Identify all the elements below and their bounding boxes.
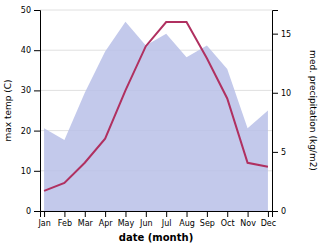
- x-tick: Mar: [78, 211, 94, 228]
- y-tick: 40: [21, 46, 40, 55]
- y-axis-line: [34, 11, 41, 212]
- x-axis-line: [41, 212, 273, 218]
- x-axis-title: date (month): [119, 232, 193, 243]
- x-tick-label: Feb: [58, 219, 72, 228]
- x-tick-mark: [207, 211, 208, 217]
- area: [44, 22, 268, 211]
- y-tick-mark: [34, 50, 40, 51]
- chart: Jan Feb Mar Apr May Jun Jul Aug Sep Oct Nov Dec 0 10 2…: [0, 0, 318, 247]
- grid: [40, 10, 272, 211]
- x-tick-mark: [85, 211, 86, 217]
- y2-tick-label: 15: [281, 30, 291, 39]
- x-tick-label: Aug: [179, 219, 195, 228]
- x-tick: Jan: [37, 211, 50, 228]
- y2-tick-mark: [272, 152, 278, 153]
- y-tick: 30: [21, 86, 40, 95]
- y2-tick-mark: [272, 34, 278, 35]
- y2-tick: 0: [272, 207, 286, 216]
- y2-tick-label: 5: [281, 148, 286, 157]
- x-tick-mark: [125, 211, 126, 217]
- y2-tick: 10: [272, 89, 291, 98]
- x-tick-mark: [64, 211, 65, 217]
- x-tick-mark: [268, 211, 269, 217]
- y-tick-mark: [34, 90, 40, 91]
- y-tick: 20: [21, 127, 40, 136]
- y-tick-mark: [34, 10, 40, 11]
- marks: [44, 22, 268, 211]
- x-tick: May: [118, 211, 135, 228]
- x-tick-mark: [248, 211, 249, 217]
- y-tick-mark: [34, 131, 40, 132]
- y-tick: 0: [26, 207, 40, 216]
- x-tick: Nov: [240, 211, 256, 228]
- y2-axis-title: med. precipitation (kg/m2): [308, 50, 318, 171]
- y2-tick: 15: [272, 30, 291, 39]
- y2-tick-label: 10: [281, 89, 291, 98]
- x-tick-mark: [166, 211, 167, 217]
- y2-tick-mark: [272, 211, 278, 212]
- y2-tick-label: 0: [281, 207, 286, 216]
- x-tick: Sep: [200, 211, 215, 228]
- y-tick-label: 30: [21, 86, 31, 95]
- x-tick: Feb: [58, 211, 72, 228]
- x-tick-label: Jun: [139, 219, 153, 228]
- y-tick: 10: [21, 167, 40, 176]
- y-axis: 0 10 20 30 40 50: [21, 6, 41, 216]
- x-tick-label: Oct: [221, 219, 235, 228]
- y2-axis: 0 5 10 15: [272, 11, 291, 217]
- x-tick: Apr: [99, 211, 114, 228]
- y-tick-mark: [34, 211, 40, 212]
- y2-tick: 5: [272, 148, 286, 157]
- y-axis-title: max temp (C): [3, 79, 13, 141]
- x-tick-label: Apr: [99, 219, 114, 228]
- x-tick: Jul: [161, 211, 172, 228]
- x-tick: Jun: [139, 211, 153, 228]
- x-tick-label: Jan: [37, 219, 50, 228]
- x-tick-mark: [146, 211, 147, 217]
- x-tick-label: Mar: [78, 219, 94, 228]
- y-tick-label: 10: [21, 167, 31, 176]
- line: [44, 22, 268, 191]
- x-tick-label: Jul: [161, 219, 172, 228]
- y2-tick-mark: [272, 93, 278, 94]
- y-tick: 50: [21, 6, 40, 15]
- y-tick-label: 20: [21, 127, 31, 136]
- x-tick-label: Nov: [240, 219, 256, 228]
- x-tick: Dec: [261, 211, 276, 228]
- x-tick: Aug: [179, 211, 195, 228]
- x-tick-mark: [44, 211, 45, 217]
- y-tick-label: 0: [26, 207, 31, 216]
- grid-line: [40, 10, 272, 11]
- x-tick-label: May: [118, 219, 135, 228]
- x-axis: Jan Feb Mar Apr May Jun Jul Aug Sep Oct Nov Dec: [37, 211, 276, 228]
- y2-axis-line: [273, 11, 279, 212]
- x-tick-mark: [227, 211, 228, 217]
- x-tick: Oct: [221, 211, 235, 228]
- x-tick-mark: [105, 211, 106, 217]
- x-tick-label: Sep: [200, 219, 215, 228]
- y-tick-mark: [34, 171, 40, 172]
- y-tick-label: 50: [21, 6, 31, 15]
- x-tick-mark: [187, 211, 188, 217]
- x-tick-label: Dec: [261, 219, 276, 228]
- y-tick-label: 40: [21, 46, 31, 55]
